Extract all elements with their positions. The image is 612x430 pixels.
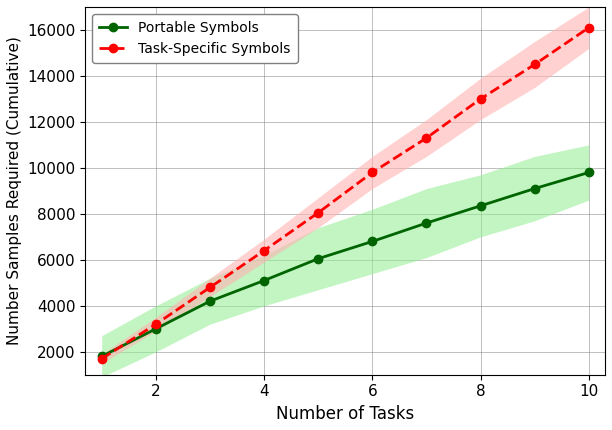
Legend: Portable Symbols, Task-Specific Symbols: Portable Symbols, Task-Specific Symbols [92, 14, 297, 63]
Y-axis label: Number Samples Required (Cumulative): Number Samples Required (Cumulative) [7, 37, 22, 345]
Task-Specific Symbols [585, 25, 592, 30]
Line: Task-Specific Symbols: Task-Specific Symbols [97, 24, 593, 363]
Task-Specific Symbols [423, 135, 430, 141]
Task-Specific Symbols [368, 170, 376, 175]
Task-Specific Symbols [152, 322, 160, 327]
Portable Symbols [315, 256, 322, 261]
Portable Symbols [368, 239, 376, 244]
Portable Symbols [531, 186, 539, 191]
Portable Symbols [585, 170, 592, 175]
Task-Specific Symbols [261, 248, 268, 253]
Task-Specific Symbols [98, 356, 105, 361]
Portable Symbols [477, 203, 484, 209]
Line: Portable Symbols: Portable Symbols [97, 168, 593, 360]
Portable Symbols [152, 326, 160, 332]
Portable Symbols [206, 298, 214, 304]
Task-Specific Symbols [531, 62, 539, 67]
Portable Symbols [261, 278, 268, 283]
Task-Specific Symbols [315, 210, 322, 215]
X-axis label: Number of Tasks: Number of Tasks [276, 405, 414, 423]
Task-Specific Symbols [477, 96, 484, 101]
Task-Specific Symbols [206, 285, 214, 290]
Portable Symbols [98, 354, 105, 359]
Portable Symbols [423, 221, 430, 226]
